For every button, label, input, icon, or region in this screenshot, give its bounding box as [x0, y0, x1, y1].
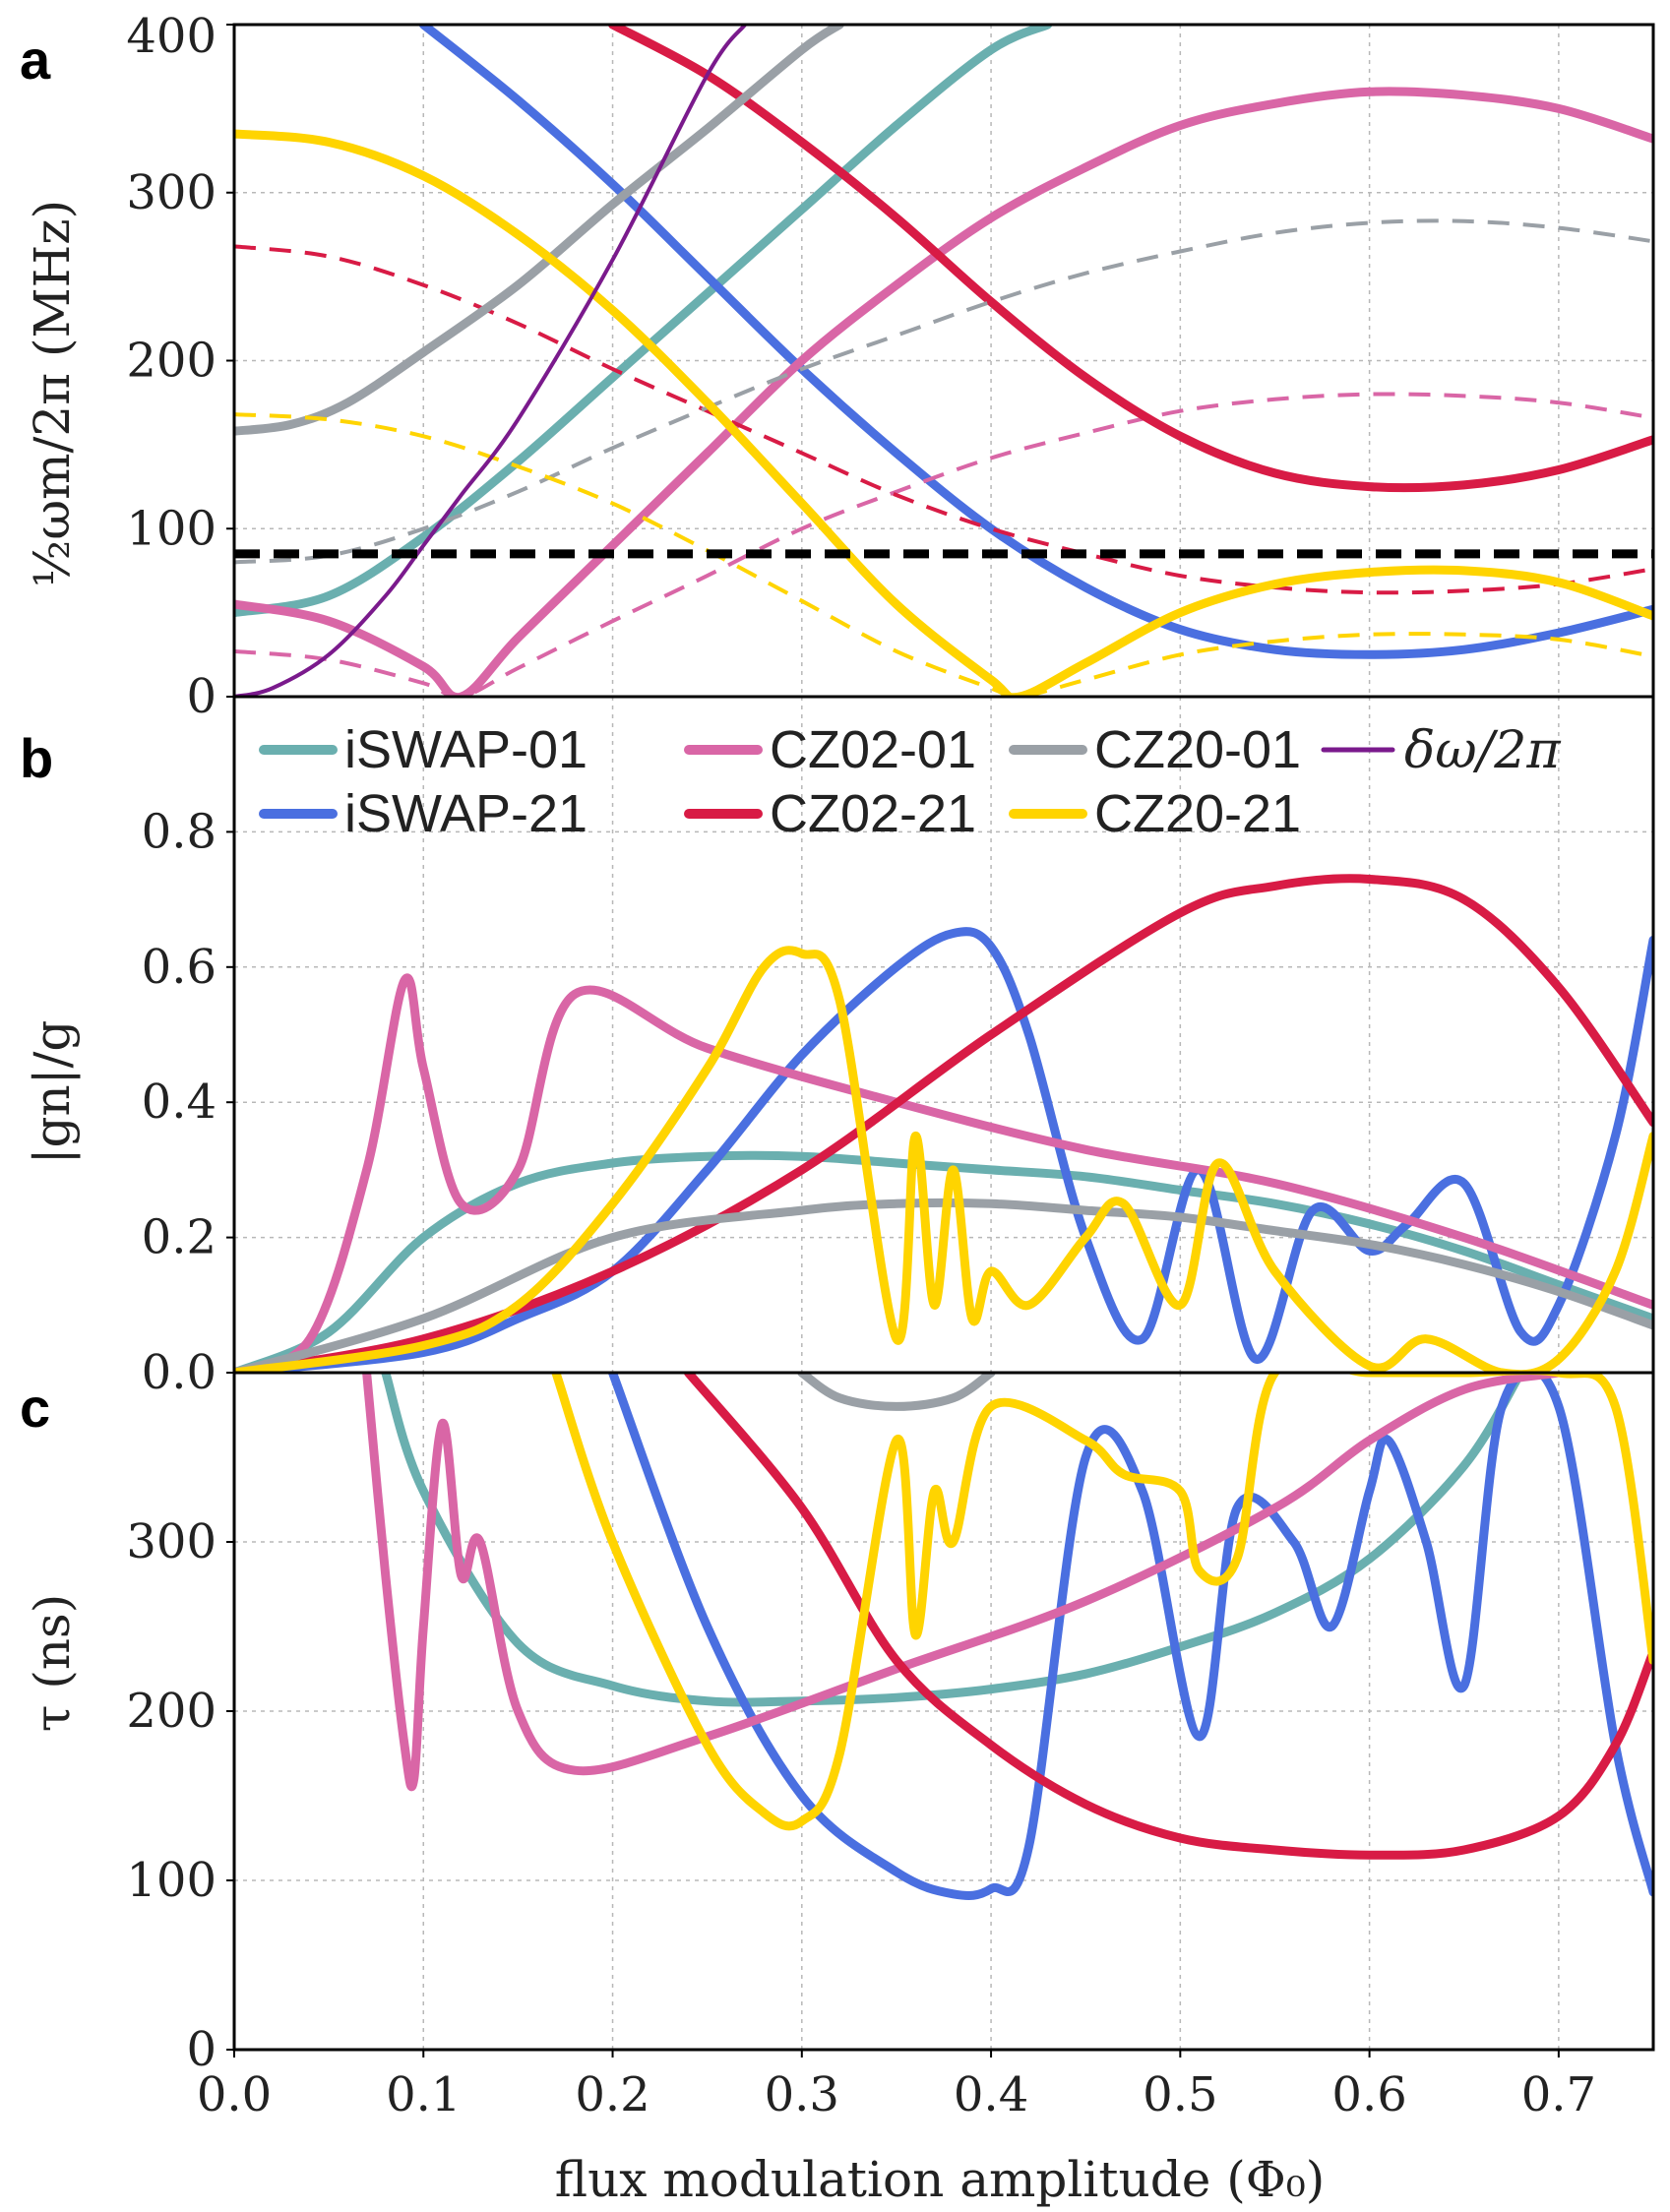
panel-b-ytick-label: 0.4	[142, 1075, 216, 1130]
panel-b-ytick-label: 0.8	[142, 804, 216, 859]
series-cz2021-line	[234, 129, 1653, 697]
series-cz0221-line	[683, 1373, 1653, 1860]
legend-label-cz2021: CZ20-21	[1094, 784, 1301, 843]
x-tick-label: 0.3	[765, 2067, 839, 2122]
x-tick-label: 0.7	[1521, 2067, 1596, 2122]
panel-c-ytick-label: 300	[126, 1514, 216, 1569]
series-cz2001-line	[234, 1198, 1653, 1373]
series-iswap21-line	[418, 25, 1653, 659]
panel-c: c τ (ns) 0 100 200 300	[20, 1371, 1655, 2077]
panel-a-grid	[234, 24, 1653, 698]
series-cz0201-line	[234, 87, 1653, 697]
panel-c-frame	[232, 1371, 1655, 2052]
x-tick-label: 0.1	[386, 2067, 461, 2122]
panel-a: a ½ωm/2π (MHz) 0 100 200 300 400	[20, 9, 1655, 724]
panel-a-ylabel: ½ωm/2π (MHz)	[24, 200, 81, 587]
panel-b-series	[234, 874, 1653, 1373]
panel-a-ytick-label: 100	[126, 501, 216, 556]
panel-b: b |gn|/g 0.0 0.2 0.4 0.6 0.8	[20, 695, 1655, 1400]
panel-a-ytick-label: 400	[126, 9, 216, 64]
series-cz0201-line	[362, 1373, 1564, 1792]
series-cz2021-dashed-line	[234, 412, 1653, 697]
panel-a-series	[234, 25, 1653, 697]
panel-c-ytick-label: 0	[186, 2022, 216, 2077]
series-cz0201-line	[234, 973, 1653, 1373]
x-axis-label: flux modulation amplitude (Φ₀)	[555, 2151, 1326, 2208]
x-tick-label: 0.6	[1331, 2067, 1406, 2122]
panel-b-ytick-label: 0.0	[142, 1345, 216, 1400]
panel-b-ytick-label: 0.2	[142, 1210, 216, 1265]
series-cz2001-line	[234, 25, 844, 436]
panel-a-ytick-label: 200	[126, 334, 216, 389]
legend-label-cz0221: CZ02-21	[770, 784, 976, 843]
x-tick-label: 0.5	[1143, 2067, 1217, 2122]
series-cz0221-line	[608, 25, 1653, 493]
series-dw-line	[234, 25, 748, 697]
panel-b-ylabel: |gn|/g	[24, 1020, 81, 1165]
legend-label-iswap21: iSWAP-21	[344, 784, 588, 843]
series-cz0221-line	[234, 874, 1653, 1373]
panel-letter-a: a	[20, 29, 51, 91]
panel-a-ytick-label: 0	[186, 669, 216, 724]
legend-label-dw: δω/2π	[1404, 721, 1561, 780]
panel-c-ylabel: τ (ns)	[24, 1594, 81, 1732]
panel-letter-c: c	[20, 1377, 50, 1439]
legend-label-cz0201: CZ02-01	[770, 720, 976, 779]
legend-label-iswap01: iSWAP-01	[344, 720, 588, 779]
series-iswap01-line	[234, 25, 1053, 618]
series-cz0201-dashed-line	[234, 392, 1653, 697]
panel-letter-b: b	[20, 727, 53, 789]
series-iswap01-line	[234, 1150, 1653, 1373]
x-tick-label: 0.4	[954, 2067, 1028, 2122]
panel-b-ytick-label: 0.6	[142, 940, 216, 995]
legend: iSWAP-01 CZ02-01 CZ20-01 δω/2π iSWAP-21 CZ02-…	[259, 720, 1561, 843]
panel-c-series	[362, 1373, 1653, 1900]
legend-label-cz2001: CZ20-01	[1094, 720, 1301, 779]
series-iswap01-line	[381, 1373, 1525, 1707]
x-tick-label: 0.2	[575, 2067, 649, 2122]
series-cz2021-line	[234, 946, 1653, 1373]
panel-c-ytick-label: 200	[126, 1684, 216, 1739]
x-tick-label: 0.0	[197, 2067, 272, 2122]
panel-c-ytick-label: 100	[126, 1853, 216, 1908]
panel-a-ytick-label: 300	[126, 165, 216, 220]
series-cz0221-dashed-line	[234, 244, 1653, 595]
series-cz2001-line	[797, 1373, 996, 1411]
